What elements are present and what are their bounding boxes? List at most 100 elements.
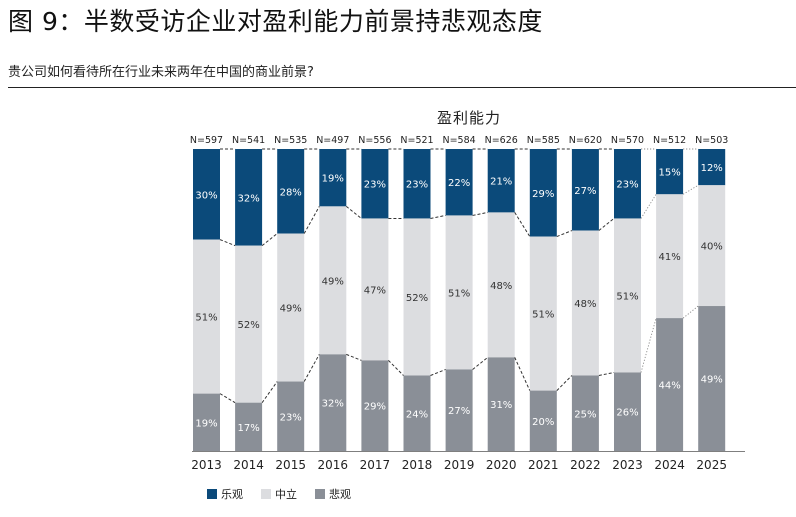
bar-neutral-2022 [571,230,599,376]
bar-optimistic-2019 [445,149,473,216]
x-tick-label: 2022 [570,458,601,472]
connector-optimistic-neutral [682,184,699,195]
x-tick-label: 2018 [402,458,433,472]
bar-optimistic-2022 [571,149,599,231]
bar-pessimistic-2018 [403,375,431,451]
bar-optimistic-2017 [361,149,389,219]
connector-optimistic-neutral [345,205,362,219]
x-tick-label: 2015 [275,458,306,472]
data-label-pessimistic: 20% [532,417,554,428]
connector-optimistic-neutral [219,239,236,247]
bar-pessimistic-2024 [656,318,684,451]
data-label-neutral: 40% [701,242,723,253]
connector-optimistic-neutral [261,233,278,247]
bar-pessimistic-2020 [487,357,515,451]
connector-neutral-pessimistic [346,353,362,361]
bar-optimistic-2015 [277,149,305,234]
connector-neutral-pessimistic [303,354,320,382]
bar-neutral-2023 [614,218,641,373]
x-tick-label: 2016 [318,458,349,472]
connector-neutral-pessimistic [598,371,615,376]
bar-pessimistic-2014 [235,402,263,451]
legend-swatch-pessimistic [315,489,325,499]
legend-label: 悲观 [329,487,351,501]
bar-optimistic-2025 [698,149,726,186]
data-label-neutral: 51% [448,288,470,299]
x-tick-label: 2021 [528,458,559,472]
legend-label: 中立 [275,487,297,501]
connector-neutral-pessimistic [219,393,236,404]
sample-size-label: N=497 [316,135,349,146]
sample-size-label: N=541 [232,135,265,146]
bar-neutral-2013 [193,239,220,394]
data-label-pessimistic: 23% [280,412,302,423]
sample-size-label: N=521 [400,135,433,146]
connector-optimistic-neutral [640,194,657,219]
data-label-optimistic: 12% [701,163,723,174]
connector-neutral-pessimistic [682,305,699,319]
bar-optimistic-2014 [235,149,263,246]
connector-optimistic-neutral [514,212,531,237]
data-label-optimistic: 30% [195,190,217,201]
bar-pessimistic-2015 [277,381,305,451]
bar-neutral-2017 [361,218,389,361]
bar-neutral-2018 [403,218,431,376]
bar-neutral-2025 [698,185,726,307]
figure-subtitle: 贵公司如何看待所在行业未来两年在中国的商业前景? [8,65,314,80]
x-tick-label: 2019 [444,458,475,472]
connector-neutral-pessimistic [388,360,404,376]
data-label-pessimistic: 25% [574,409,596,420]
data-label-pessimistic: 32% [322,399,344,410]
data-label-neutral: 48% [490,281,512,292]
chart-title: 盈利能力 [437,109,501,127]
legend-swatch-neutral [261,489,271,499]
data-label-neutral: 48% [574,299,596,310]
sample-size-label: N=556 [358,135,391,146]
connector-neutral-pessimistic [640,317,657,373]
data-label-neutral: 47% [364,285,386,296]
connector-neutral-pessimistic [556,375,573,391]
data-label-optimistic: 19% [322,174,344,185]
data-label-neutral: 51% [195,313,217,324]
bar-pessimistic-2017 [361,360,389,451]
data-label-pessimistic: 29% [364,402,386,413]
sample-size-label: N=535 [274,135,307,146]
bar-pessimistic-2013 [193,393,220,451]
connector-optimistic-neutral [303,206,320,234]
bar-pessimistic-2016 [319,354,347,451]
data-label-pessimistic: 44% [658,381,680,392]
data-label-neutral: 52% [237,320,259,331]
data-label-optimistic: 32% [237,193,259,204]
data-label-optimistic: 22% [448,178,470,189]
data-label-optimistic: 15% [658,168,680,179]
x-tick-label: 2017 [360,458,391,472]
bar-optimistic-2018 [403,149,431,219]
data-label-pessimistic: 49% [701,375,723,386]
x-tick-label: 2024 [654,458,685,472]
bar-optimistic-2021 [529,149,557,237]
connector-optimistic-neutral [556,230,573,238]
header-divider [8,87,796,88]
data-label-neutral: 49% [280,304,302,315]
data-label-neutral: 52% [406,293,428,304]
figure-title: 图 9：半数受访企业对盈利能力前景持悲观态度 [8,7,543,36]
bar-neutral-2021 [529,236,557,391]
data-label-pessimistic: 26% [616,408,638,419]
bar-pessimistic-2022 [571,375,599,451]
bar-neutral-2024 [656,194,684,319]
data-label-pessimistic: 19% [195,418,217,429]
x-tick-label: 2023 [612,458,643,472]
connector-optimistic-neutral [430,214,446,219]
connector-optimistic-neutral [472,211,488,216]
x-tick-label: 2025 [696,458,727,472]
data-label-optimistic: 27% [574,186,596,197]
sample-size-label: N=584 [442,135,475,146]
sample-size-label: N=512 [653,135,686,146]
bar-neutral-2014 [235,245,263,403]
data-label-optimistic: 28% [280,187,302,198]
bar-optimistic-2020 [487,149,515,213]
connector-optimistic-neutral [598,218,615,231]
bar-pessimistic-2025 [698,306,726,451]
data-label-optimistic: 23% [364,180,386,191]
